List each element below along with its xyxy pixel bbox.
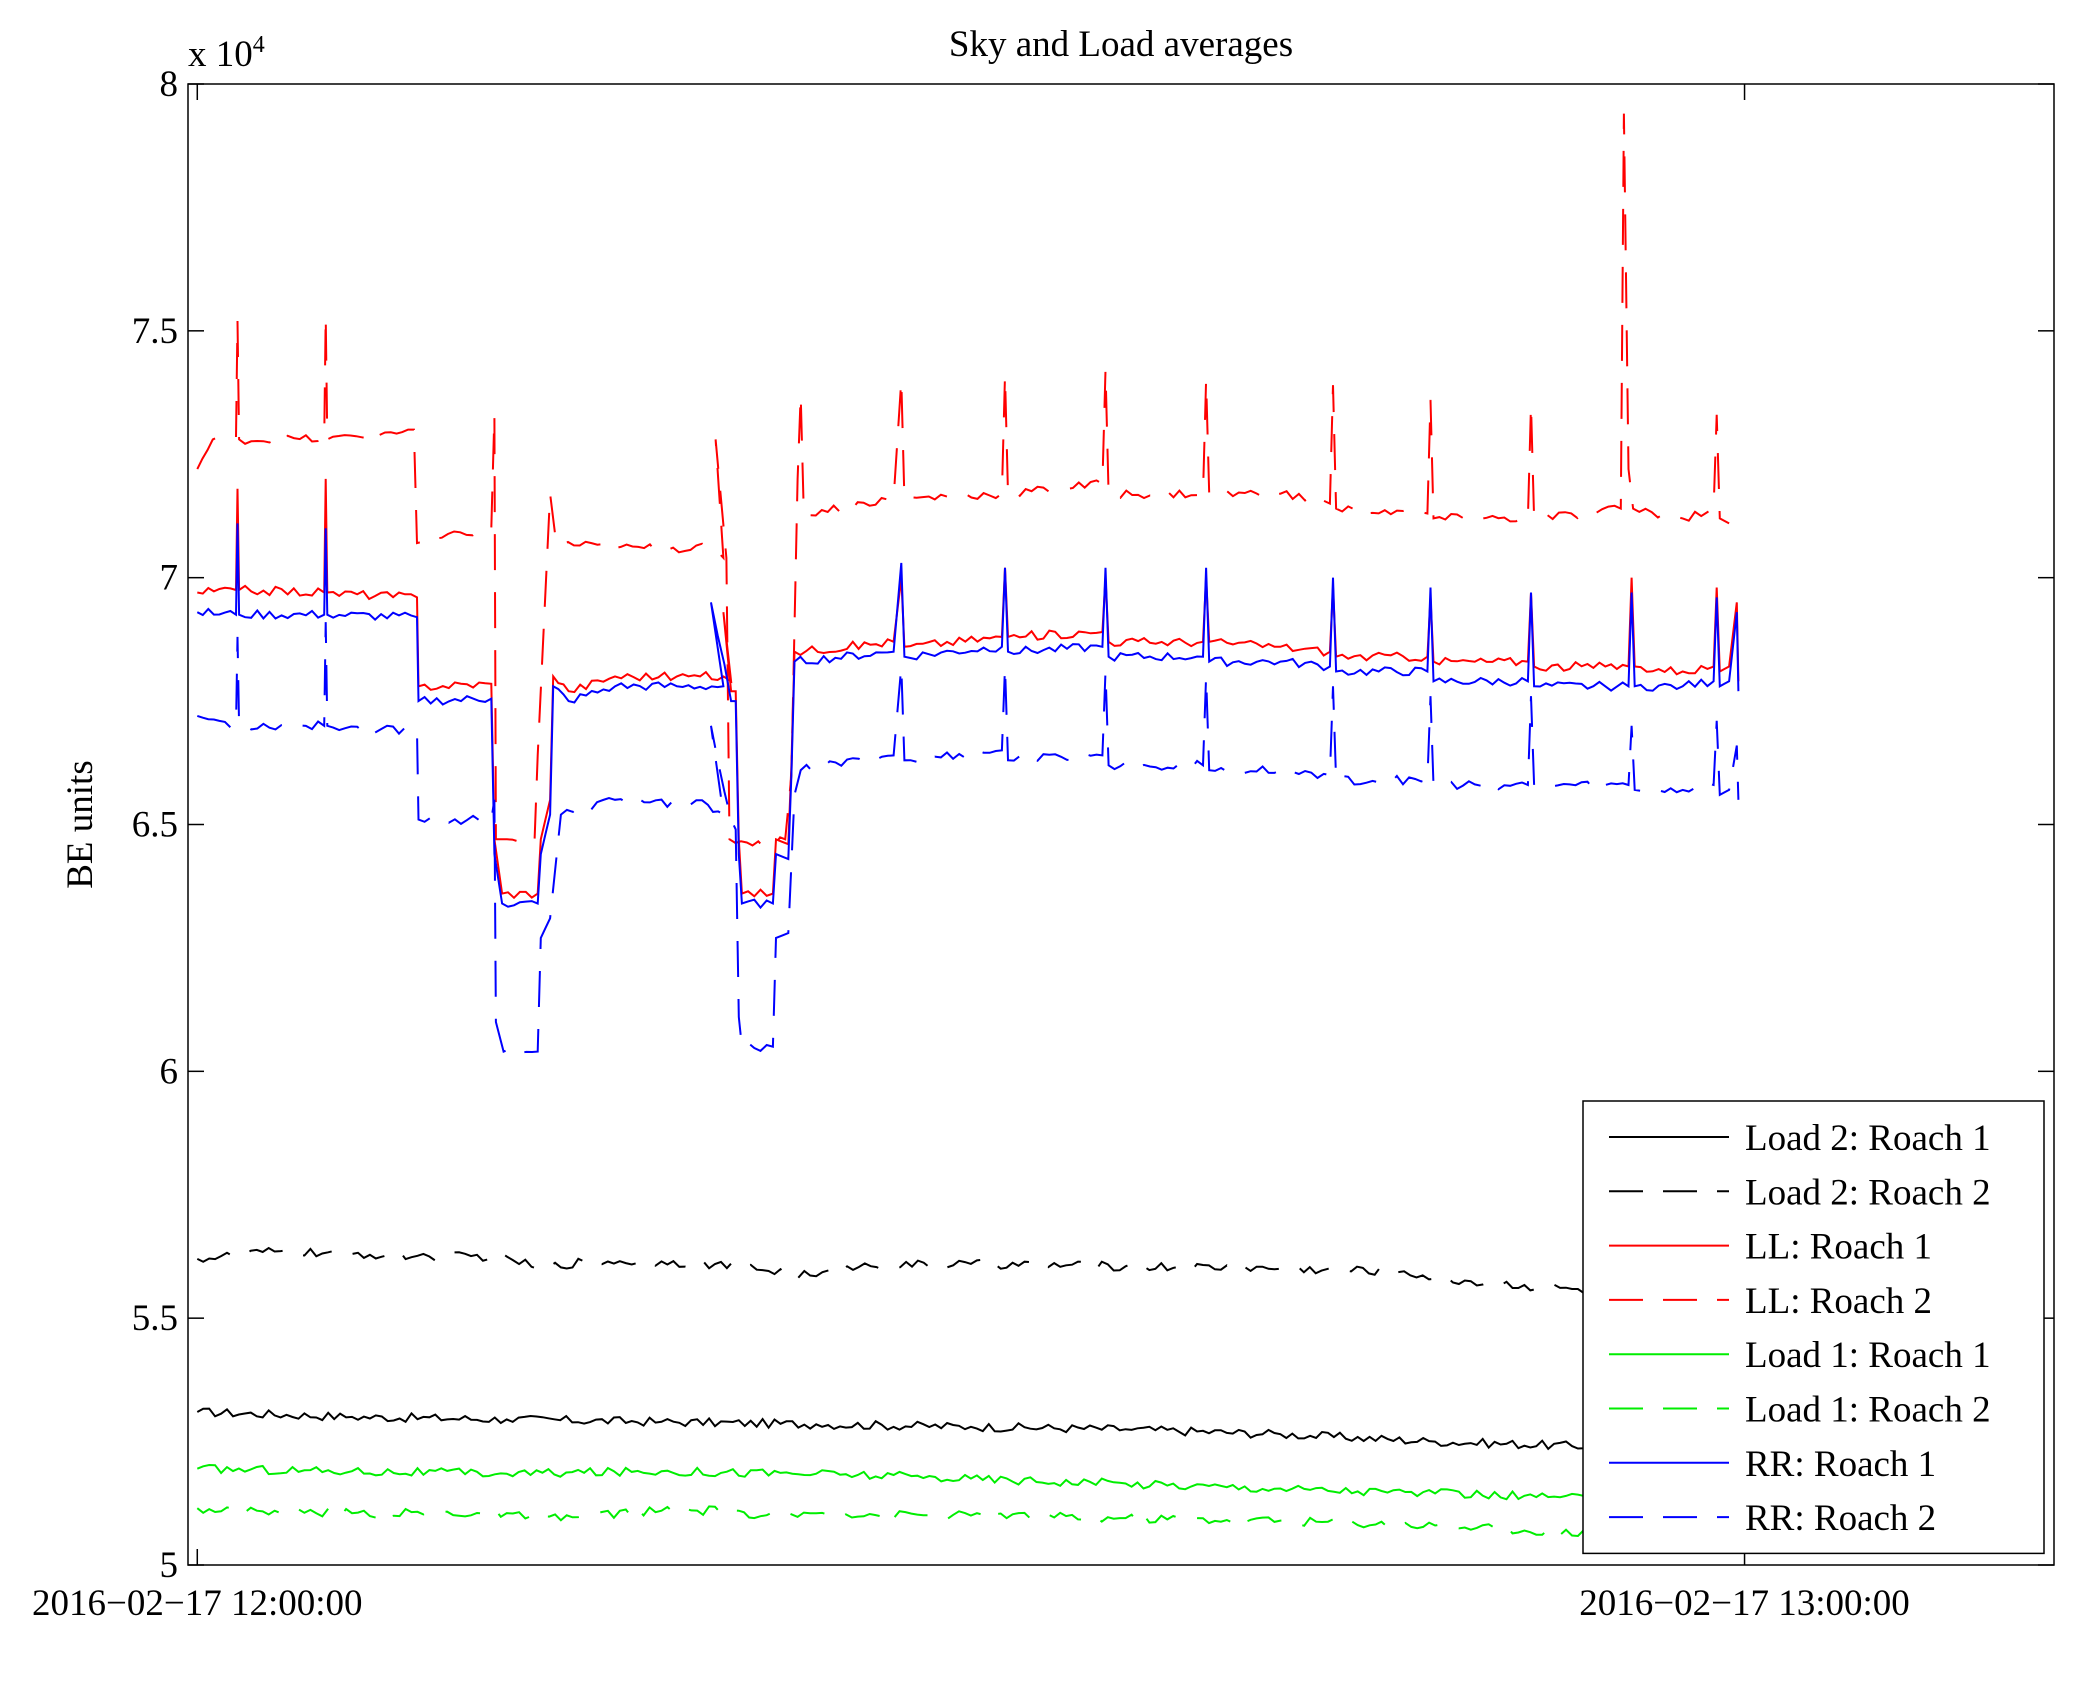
legend-entry: LL: Roach 1	[1745, 1227, 1932, 1268]
series-line-3	[196, 113, 1730, 849]
legend-entry: Load 1: Roach 2	[1745, 1390, 1991, 1431]
y-exponent-label: x 104	[188, 32, 265, 75]
legend-entry: Load 2: Roach 1	[1745, 1118, 1991, 1159]
series-line-7	[196, 622, 1740, 1057]
series-line-4	[196, 1463, 1730, 1505]
y-tick-label: 6.5	[132, 805, 178, 846]
x-tick-label: 2016−02−17 13:00:00	[1579, 1583, 1910, 1624]
y-tick-label: 7.5	[132, 311, 178, 352]
y-tick-label: 8	[160, 64, 179, 105]
series-line-1	[196, 1246, 1730, 1295]
legend-entry: RR: Roach 2	[1745, 1498, 1936, 1539]
series-line-2	[197, 478, 1740, 900]
series-layer	[196, 113, 1740, 1543]
x-tick-label: 2016−02−17 12:00:00	[32, 1583, 363, 1624]
y-tick-label: 7	[160, 558, 179, 599]
y-tick-label: 6	[160, 1051, 179, 1092]
legend-entry: RR: Roach 1	[1745, 1444, 1936, 1485]
legend-entry: LL: Roach 2	[1745, 1281, 1932, 1322]
y-tick-label: 5	[160, 1545, 179, 1586]
series-line-5	[196, 1504, 1730, 1543]
legend-entry: Load 2: Roach 2	[1745, 1172, 1991, 1213]
legend-box	[1582, 1100, 2045, 1555]
series-line-0	[196, 1407, 1730, 1454]
y-tick-label: 5.5	[132, 1298, 178, 1339]
legend-entry: Load 1: Roach 1	[1745, 1335, 1991, 1376]
legend: Load 2: Roach 1 Load 2: Roach 2 LL: Roach …	[1582, 1100, 2045, 1555]
y-exponent-power: 4	[253, 32, 265, 58]
y-axis-label: BE units	[60, 760, 101, 889]
chart-title: Sky and Load averages	[949, 24, 1293, 65]
ticks-layer: 5 5.5 6 6.5 7 7.5 8 2016−02−17 12:00:00 2016−02−…	[32, 64, 2054, 1624]
y-exponent-base: x 10	[188, 34, 253, 75]
series-line-6	[196, 523, 1740, 910]
